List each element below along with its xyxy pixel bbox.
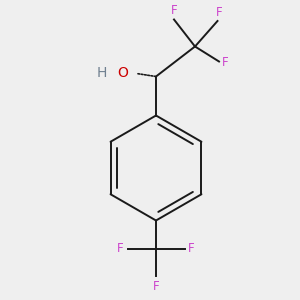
- Text: H: H: [97, 66, 107, 80]
- Text: F: F: [216, 6, 222, 19]
- Text: O: O: [118, 66, 128, 80]
- Text: F: F: [222, 56, 229, 69]
- Text: F: F: [171, 4, 177, 17]
- Text: F: F: [117, 242, 124, 256]
- Text: F: F: [188, 242, 195, 256]
- Text: F: F: [153, 280, 159, 292]
